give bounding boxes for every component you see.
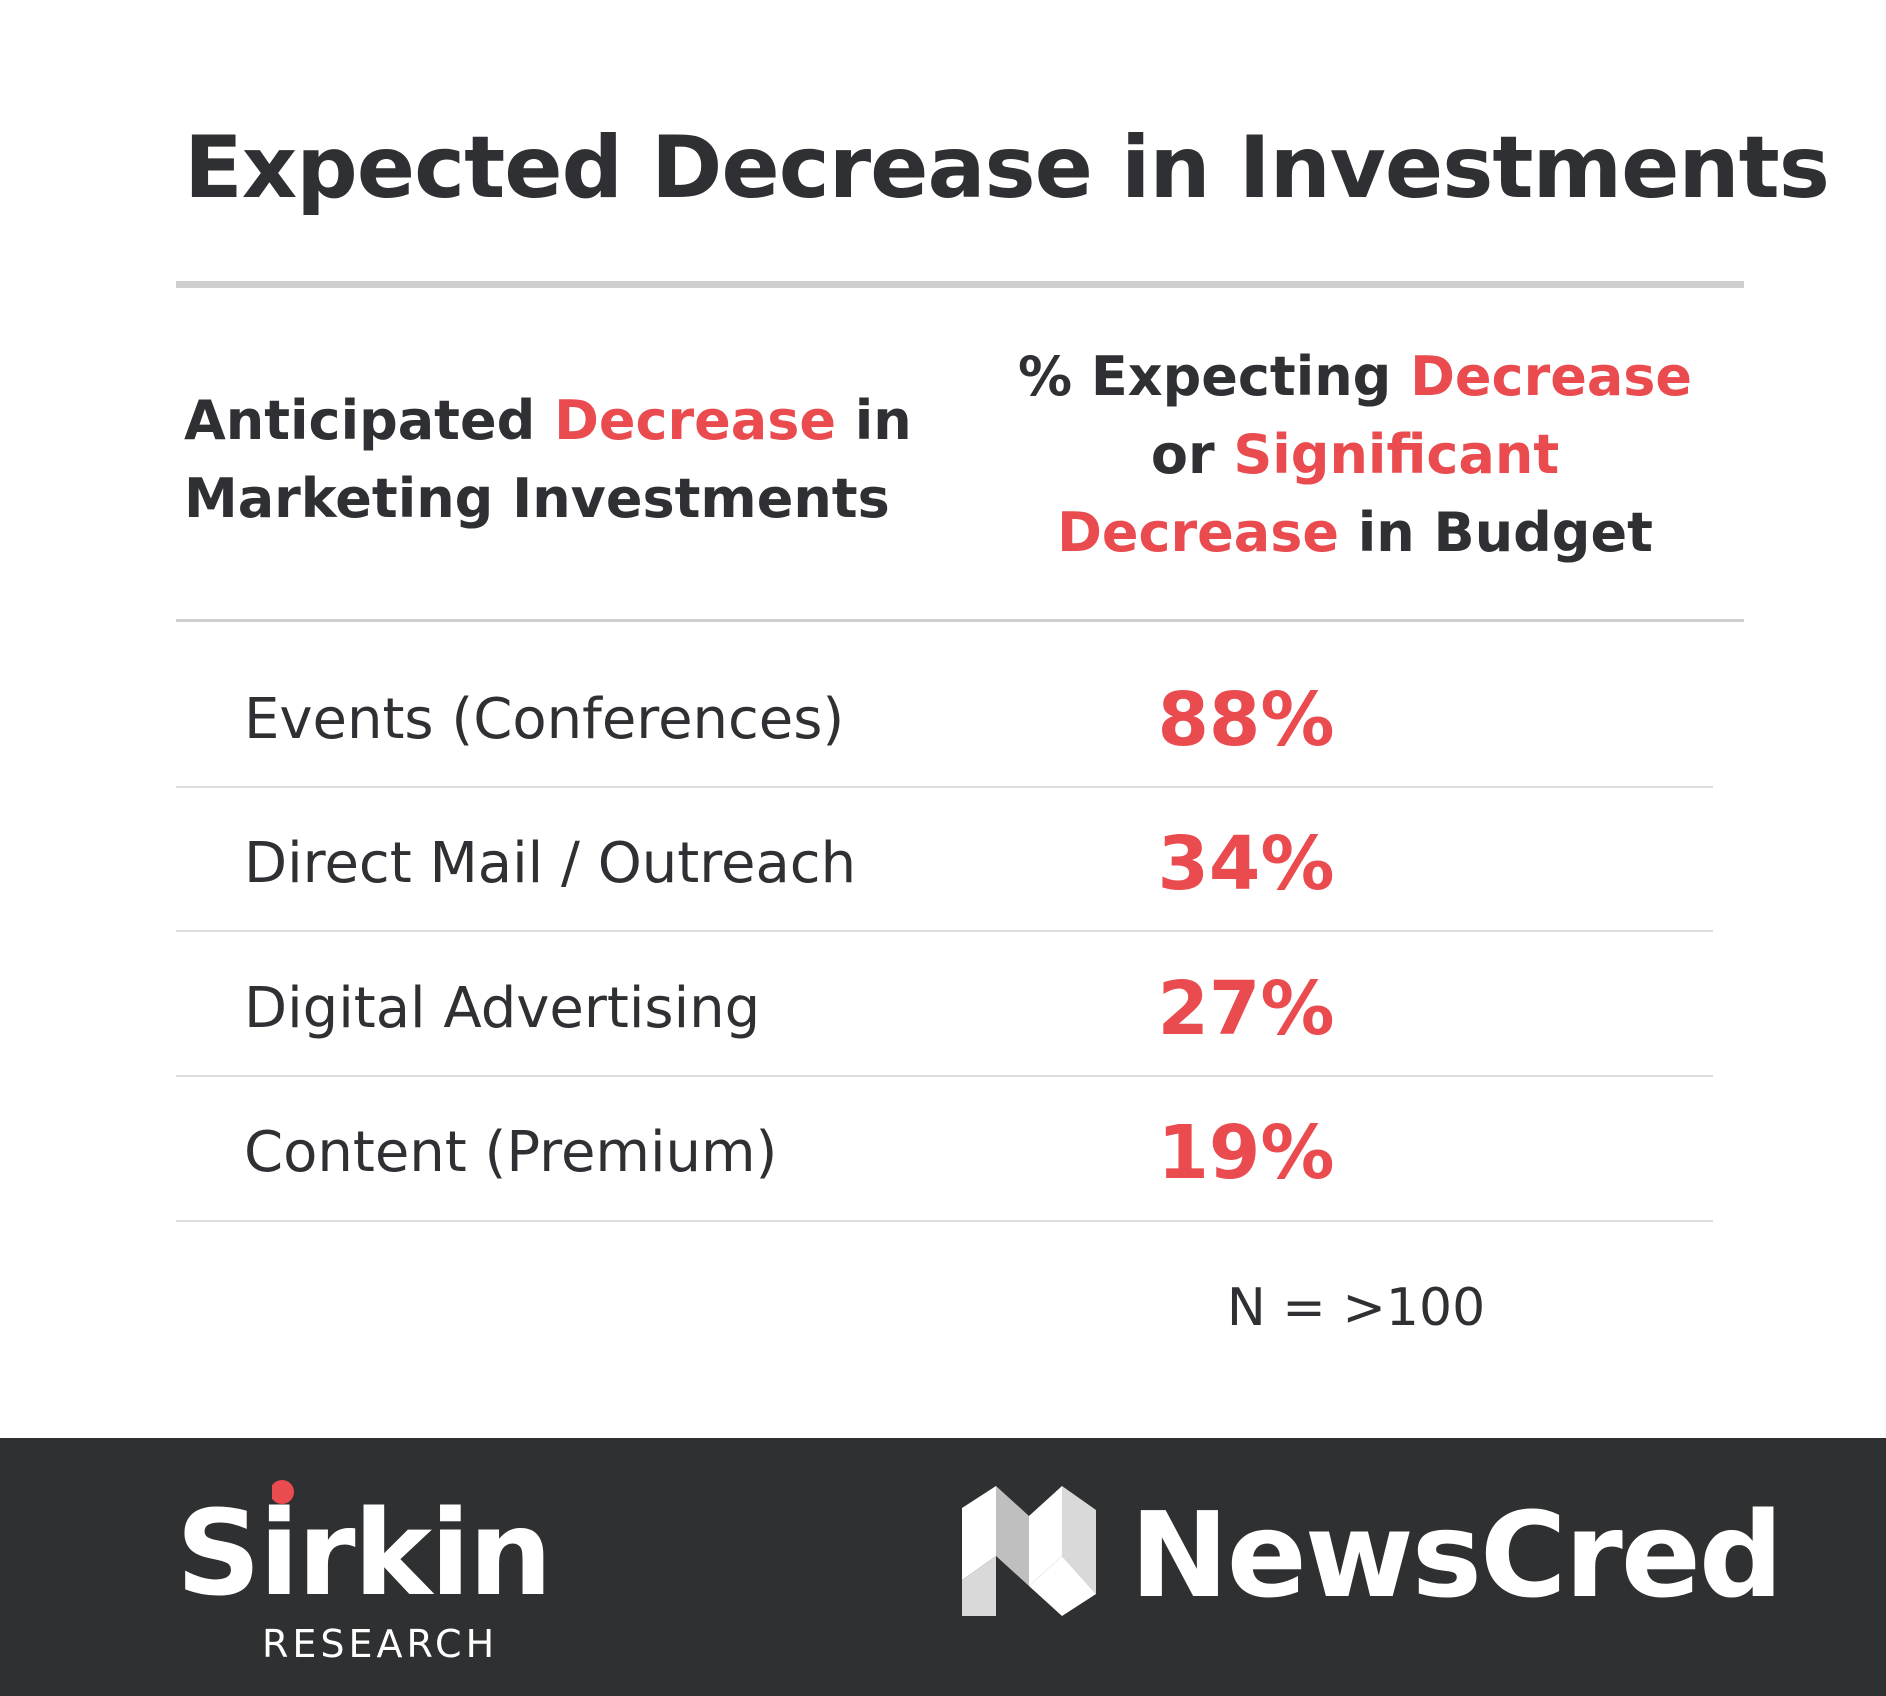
sirkin-logo-word: Sirkin (176, 1484, 553, 1622)
header-highlight: Decrease (1410, 345, 1693, 408)
header-divider (176, 619, 1744, 622)
column-header-category: Anticipated Decrease in Marketing Invest… (184, 382, 912, 538)
sample-size-note: N = >100 (1226, 1278, 1486, 1338)
row-category: Content (Premium) (244, 1120, 778, 1185)
row-category: Events (Conferences) (244, 687, 845, 752)
header-text: Anticipated (184, 389, 555, 452)
header-text: in Budget (1339, 501, 1653, 564)
page-title: Expected Decrease in Investments (184, 118, 1830, 218)
row-value: 27% (1157, 966, 1335, 1052)
header-highlight: Significant (1233, 423, 1560, 486)
header-text: Marketing Investments (184, 467, 890, 530)
row-divider (176, 786, 1713, 788)
header-text: or (1150, 423, 1234, 486)
row-value: 19% (1157, 1110, 1335, 1196)
row-value: 34% (1157, 821, 1335, 907)
row-divider (176, 1075, 1713, 1077)
row-divider (176, 930, 1713, 932)
sirkin-dots-icon (272, 1480, 294, 1504)
table-row: Content (Premium) 19% (176, 1081, 1713, 1225)
newscred-mark-icon (962, 1486, 1096, 1616)
row-category: Direct Mail / Outreach (244, 831, 857, 896)
title-divider (176, 281, 1744, 288)
row-value: 88% (1157, 677, 1335, 763)
row-category: Digital Advertising (244, 976, 761, 1041)
header-text: % Expecting (1017, 345, 1411, 408)
header-text: in (836, 389, 912, 452)
newscred-logo-word: NewsCred (1130, 1486, 1783, 1624)
table-row: Direct Mail / Outreach 34% (176, 792, 1713, 936)
table-row: Digital Advertising 27% (176, 937, 1713, 1081)
header-highlight: Decrease (1057, 501, 1339, 564)
sirkin-logo-subtitle: RESEARCH (262, 1622, 499, 1666)
header-highlight: Decrease (554, 389, 836, 452)
column-header-percentage: % Expecting Decrease or Significant Decr… (970, 338, 1740, 572)
table-row: Events (Conferences) 88% (176, 648, 1713, 792)
sirkin-research-logo: Sirkin RESEARCH (176, 1478, 596, 1678)
row-divider (176, 1220, 1713, 1222)
footer-bar: Sirkin RESEARCH NewsCred (0, 1438, 1886, 1696)
